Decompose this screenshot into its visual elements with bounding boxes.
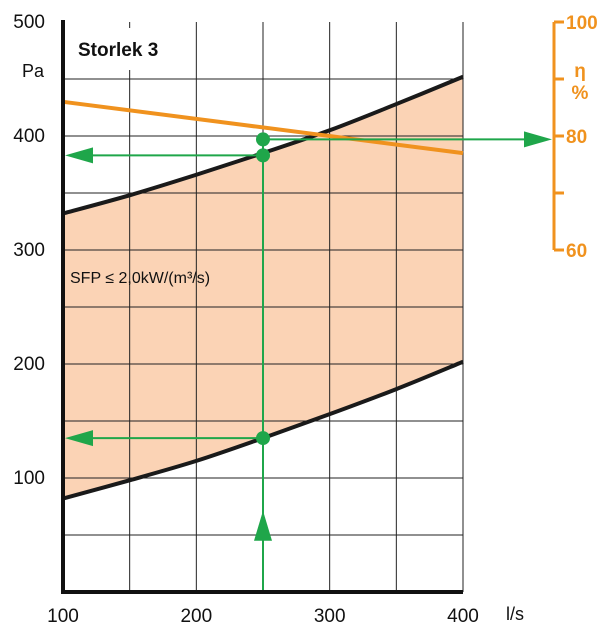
y2-tick-label: 100	[566, 13, 598, 34]
x-axis-label: l/s	[506, 604, 524, 624]
x-tick-label: 200	[180, 606, 212, 627]
example-up-arrow	[254, 510, 272, 541]
example-point	[256, 132, 270, 147]
efficiency-line	[62, 99, 464, 156]
chart-title: Storlek 3	[78, 40, 158, 61]
example-right-arrow	[524, 131, 552, 148]
example-point	[256, 148, 270, 163]
example-point	[256, 431, 270, 446]
sfp-annotation: SFP ≤ 2,0kW/(m³/s)	[70, 270, 210, 287]
y2-tick-label: 80	[566, 127, 587, 148]
y-tick-label: 200	[13, 354, 45, 375]
y2-axis-unit: %	[572, 83, 589, 104]
y-tick-label: 300	[13, 240, 45, 261]
x-tick-label: 100	[47, 606, 79, 627]
example-left-arrow	[65, 430, 93, 447]
title-box	[68, 28, 192, 70]
y2-tick-label: 60	[566, 241, 587, 262]
y-tick-label: 400	[13, 126, 45, 147]
example-left-arrow	[65, 147, 93, 164]
y-tick-label: 500	[13, 12, 45, 33]
y-tick-label: 100	[13, 468, 45, 489]
y-axis-label: Pa	[22, 61, 45, 81]
x-tick-label: 300	[314, 606, 346, 627]
y2-axis-label: η	[574, 61, 586, 82]
x-tick-label: 400	[447, 606, 479, 627]
